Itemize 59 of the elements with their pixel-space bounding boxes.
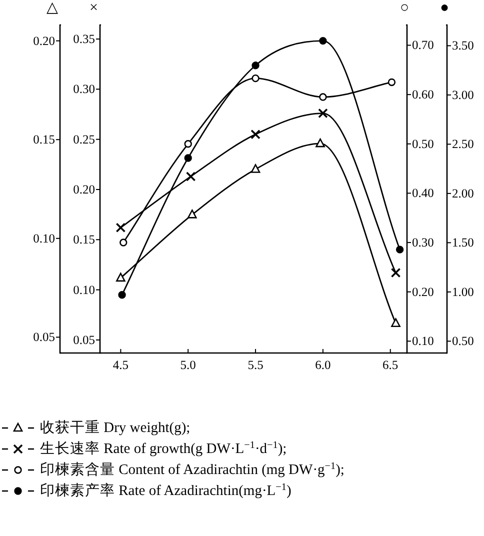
point xyxy=(319,93,327,101)
legend-entry: 印楝素产率 Rate of Azadirachtin(mg·L$^{−1}$) xyxy=(2,482,292,499)
y2-tick-label: 3.50 xyxy=(452,38,474,53)
legend-entry: 生长速率 Rate of growth(g DW·L$^{−1}$·d$^{−1}$); xyxy=(2,440,287,457)
legend-label: 收获干重 Dry weight(g); xyxy=(40,419,190,436)
point xyxy=(391,318,400,328)
point xyxy=(120,238,128,246)
y2-tick-label: 0.15 xyxy=(73,232,95,247)
y-tick-label: 0.10 xyxy=(412,334,434,348)
y2-tick-label: 0.50 xyxy=(452,334,474,348)
y2-tick-label: 0.30 xyxy=(73,82,95,96)
y-tick-label: 0.30 xyxy=(412,236,434,250)
y2-tick-label: 0.25 xyxy=(73,132,95,146)
x-tick-label: 6.5 xyxy=(382,358,398,372)
y-tick-label: 0.05 xyxy=(33,330,55,344)
y2-tick-label: 2.00 xyxy=(452,186,474,200)
point xyxy=(250,129,260,140)
y2-tick-label: 1.50 xyxy=(452,236,474,250)
point xyxy=(116,222,126,233)
y-axis-title: ○ xyxy=(400,0,409,16)
point xyxy=(388,78,396,86)
x-tick-label: 6.0 xyxy=(315,358,331,372)
y-tick-label: 0.70 xyxy=(412,38,434,52)
point xyxy=(187,210,197,218)
point xyxy=(184,140,192,148)
y2-tick-label: 0.20 xyxy=(73,182,95,196)
y-tick-label: 0.10 xyxy=(33,231,55,246)
point xyxy=(318,108,328,118)
point xyxy=(186,172,196,182)
y2-tick-label: 3.00 xyxy=(452,88,474,102)
legend-entry: 印楝素含量 Content of Azadirachtin (mg DW·g$^{−1}$); xyxy=(2,460,344,478)
y2-axis-title: ● xyxy=(440,0,449,16)
point xyxy=(316,138,325,148)
point xyxy=(118,291,126,299)
y2-tick-label: 0.05 xyxy=(73,332,95,347)
legend-entry: 收获干重 Dry weight(g); xyxy=(2,420,190,436)
point xyxy=(250,164,260,173)
point xyxy=(252,62,260,70)
y-axis-title: △ xyxy=(46,0,58,16)
y2-axis-title: × xyxy=(90,0,98,16)
y2-tick-label: 1.00 xyxy=(452,284,474,299)
point xyxy=(390,268,401,278)
x-tick-label: 4.5 xyxy=(112,358,128,372)
y-tick-label: 0.15 xyxy=(33,132,55,147)
y2-tick-label: 0.35 xyxy=(73,32,95,46)
y-tick-label: 0.20 xyxy=(33,34,55,48)
point xyxy=(184,154,192,162)
point xyxy=(116,272,126,282)
point xyxy=(319,36,327,45)
y2-tick-label: 0.10 xyxy=(73,282,95,297)
y-tick-label: 0.50 xyxy=(412,136,434,151)
x-tick-label: 5.5 xyxy=(248,358,264,372)
y-tick-label: 0.20 xyxy=(412,284,434,299)
y-tick-label: 0.60 xyxy=(412,88,434,102)
point xyxy=(252,74,260,82)
point xyxy=(396,246,404,254)
y2-tick-label: 2.50 xyxy=(452,137,474,152)
x-tick-label: 5.0 xyxy=(180,358,196,372)
y-tick-label: 0.40 xyxy=(412,186,434,200)
